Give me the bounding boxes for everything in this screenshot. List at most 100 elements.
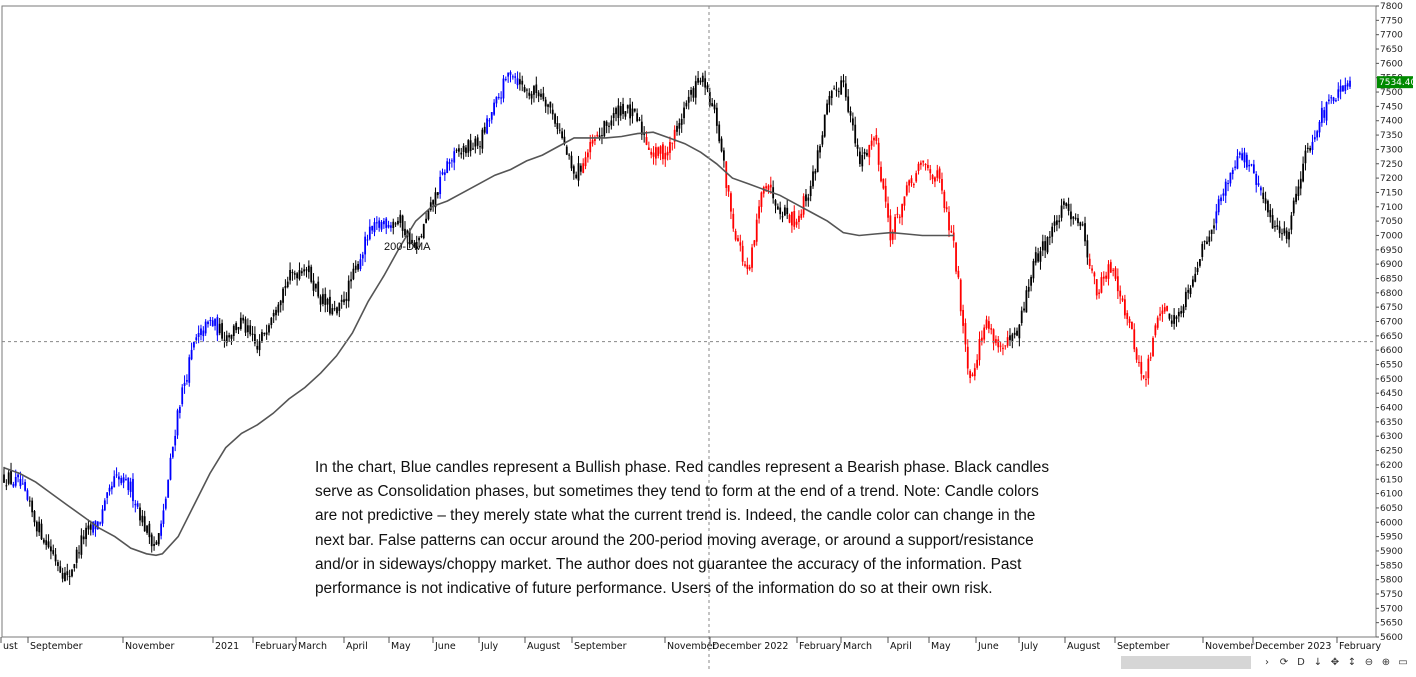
candle (462, 143, 465, 160)
candle (493, 99, 495, 116)
candle (1100, 272, 1103, 294)
zoom-out-icon[interactable]: ⊖ (1364, 656, 1374, 668)
candle (725, 160, 728, 196)
candle (387, 220, 390, 229)
candle (78, 545, 80, 559)
candle (261, 329, 263, 344)
candle (798, 210, 800, 229)
x-tick-label: July (1020, 641, 1038, 652)
candle (1058, 214, 1061, 229)
candle (1292, 197, 1295, 216)
candle (795, 218, 798, 228)
x-tick-label: June (434, 641, 456, 652)
candle (101, 505, 104, 527)
candle (1295, 186, 1297, 205)
candle (1281, 228, 1283, 241)
candle (1311, 134, 1314, 155)
candle (446, 158, 449, 174)
x-tick-label: September (30, 641, 83, 652)
y-tick-label: 6350 (1380, 418, 1403, 428)
candle (1145, 371, 1147, 387)
candle (828, 91, 831, 113)
candle (317, 276, 320, 299)
y-tick-label: 7450 (1380, 102, 1403, 112)
candle (106, 492, 109, 505)
candle (1121, 295, 1124, 302)
candle (821, 131, 824, 148)
candle (1131, 321, 1133, 330)
crosshair-icon[interactable]: ✥ (1330, 656, 1340, 668)
candle (244, 316, 247, 337)
x-tick-label: November (667, 641, 717, 652)
candle (246, 318, 249, 339)
candle (225, 330, 228, 347)
y-tick-label: 7000 (1380, 231, 1403, 241)
candle (1318, 119, 1321, 138)
candle (1199, 259, 1201, 268)
x-tick-label: February (1339, 641, 1381, 652)
candle (873, 136, 875, 147)
candle (870, 134, 873, 150)
candle (1255, 171, 1258, 193)
d-button[interactable]: D (1297, 656, 1305, 668)
candle (429, 196, 432, 212)
candle (1236, 149, 1239, 170)
horizontal-scrollbar[interactable] (1121, 655, 1251, 669)
candle (746, 257, 749, 275)
candle (922, 160, 925, 167)
candle (1229, 172, 1232, 187)
candle (80, 528, 83, 559)
candle (129, 477, 132, 498)
candle (1304, 145, 1307, 171)
candle (411, 233, 413, 245)
y-tick-label: 7400 (1380, 117, 1403, 127)
y-tick-label: 6100 (1380, 490, 1403, 500)
arrows-icon[interactable]: ↕ (1347, 656, 1357, 668)
candle (113, 470, 116, 488)
x-tick-label: June (977, 641, 999, 652)
candle (1245, 152, 1248, 170)
x-tick-label: December 2022 (712, 641, 788, 652)
auto-scroll-icon[interactable]: ⟳ (1279, 656, 1289, 668)
candle (934, 176, 936, 188)
candle (110, 481, 113, 495)
candle (1088, 253, 1091, 269)
candle (1055, 215, 1058, 232)
candle (1337, 82, 1340, 102)
candle (136, 500, 139, 510)
candle (75, 546, 78, 569)
candle (171, 446, 174, 459)
window-icon[interactable]: ▭ (1398, 656, 1408, 668)
candle (71, 568, 73, 578)
candle (927, 159, 929, 171)
candle (1077, 213, 1079, 227)
last-price-label: 7534.40 (1379, 78, 1416, 88)
candle (793, 205, 796, 230)
candle (847, 89, 850, 114)
candle (64, 566, 66, 582)
candle (359, 253, 362, 272)
candle (650, 148, 653, 159)
candle (987, 316, 990, 334)
candle (507, 72, 510, 83)
candle (1105, 271, 1108, 283)
candle (305, 266, 308, 278)
candle (352, 262, 355, 281)
candle (12, 481, 15, 488)
candle (340, 294, 343, 309)
candle (509, 70, 512, 83)
candle (812, 165, 814, 189)
candle (943, 189, 946, 213)
candle (638, 117, 641, 122)
candle (458, 144, 460, 157)
scale-down-icon[interactable]: ↓ (1313, 656, 1323, 668)
y-tick-label: 6800 (1380, 289, 1403, 299)
candle (127, 477, 130, 495)
zoom-in-icon[interactable]: ⊕ (1381, 656, 1391, 668)
candle (33, 510, 36, 527)
candle (903, 196, 906, 211)
candle (720, 136, 723, 153)
candle (882, 178, 885, 190)
scroll-right-icon[interactable]: › (1265, 656, 1269, 668)
